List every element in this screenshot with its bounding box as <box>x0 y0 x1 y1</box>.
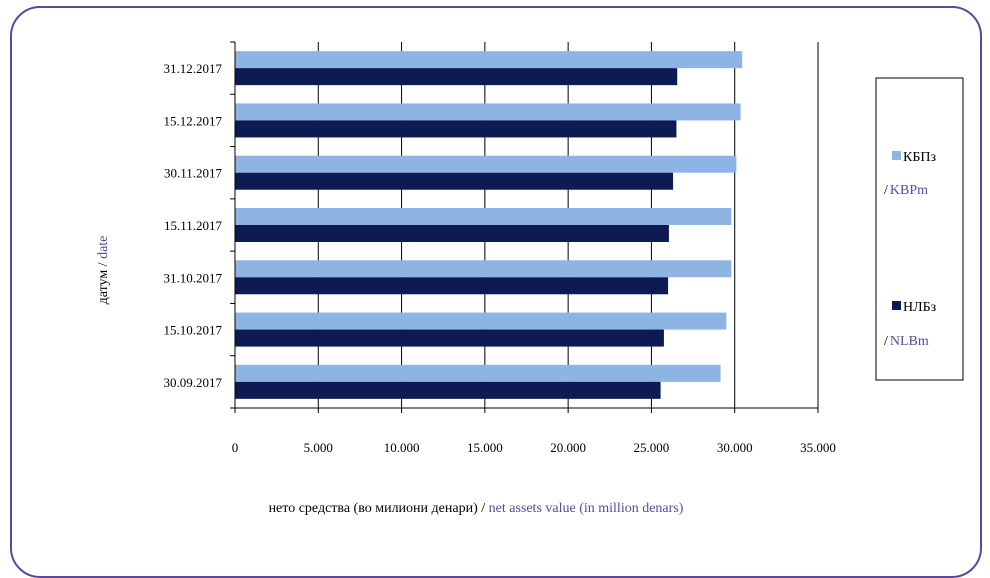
bar <box>235 51 743 69</box>
legend-swatch-kbpz <box>892 151 901 160</box>
x-tick-label: 25.000 <box>634 440 670 455</box>
legend: КБПз / KBPm НЛБз / NLBm <box>875 77 964 381</box>
x-tick-label: 0 <box>232 440 239 455</box>
bar <box>235 329 664 347</box>
y-tick-label: 15.11.2017 <box>164 218 223 233</box>
x-axis-label-separator: / <box>478 501 489 516</box>
bar <box>235 172 674 190</box>
x-tick-label: 5.000 <box>304 440 333 455</box>
y-axis-label-separator: / <box>96 259 111 270</box>
bar <box>235 155 737 173</box>
bar <box>235 120 677 138</box>
x-axis-label: нето средства (во милиони денари) / net … <box>269 501 684 516</box>
bar <box>235 277 669 295</box>
bar <box>235 381 661 399</box>
legend-label-nlbm-en: NLBm <box>890 334 929 349</box>
y-axis-label: датум / date <box>96 236 111 305</box>
legend-label-nlbm: / NLBm <box>884 334 929 349</box>
legend-label-nlbz: НЛБз <box>903 300 937 315</box>
y-axis-label-mk: датум <box>96 270 111 305</box>
x-axis-label-mk: нето средства (во милиони денари) <box>269 501 479 516</box>
y-tick-label: 31.12.2017 <box>164 61 223 76</box>
x-tick-labels: 0 5.000 10.000 15.000 20.000 25.000 30.000 35.0… <box>232 440 836 455</box>
axes <box>230 41 819 413</box>
bar <box>235 364 721 382</box>
legend-label-kbpm-en: KBPm <box>890 183 928 198</box>
x-tick-label: 15.000 <box>467 440 503 455</box>
legend-swatch-nlbz <box>892 301 901 310</box>
legend-box <box>875 77 964 381</box>
bar <box>235 208 732 225</box>
legend-label-kbpm: / KBPm <box>884 183 928 198</box>
bar <box>235 68 678 86</box>
legend-separator-kbpm: / <box>884 183 888 198</box>
x-tick-label: 35.000 <box>800 440 836 455</box>
y-tick-label: 15.12.2017 <box>164 113 223 128</box>
x-tick-label: 10.000 <box>384 440 420 455</box>
y-tick-labels: 30.09.2017 15.10.2017 31.10.2017 15.11.2017… <box>164 61 223 390</box>
y-tick-label: 31.10.2017 <box>164 270 223 285</box>
x-tick-label: 30.000 <box>717 440 753 455</box>
x-tick-label: 20.000 <box>550 440 586 455</box>
y-tick-label: 30.09.2017 <box>164 375 223 390</box>
legend-label-kbpz: КБПз <box>903 150 936 165</box>
legend-separator-nlbm: / <box>884 334 888 349</box>
bar <box>235 225 669 242</box>
y-tick-label: 15.10.2017 <box>164 323 223 338</box>
y-axis-label-en: date <box>96 236 111 259</box>
bars <box>235 51 743 399</box>
x-axis-label-en: net assets value (in million denars) <box>489 501 684 516</box>
y-tick-label: 30.11.2017 <box>164 166 223 181</box>
bar <box>235 312 727 330</box>
bar <box>235 260 732 278</box>
bar <box>235 103 741 121</box>
